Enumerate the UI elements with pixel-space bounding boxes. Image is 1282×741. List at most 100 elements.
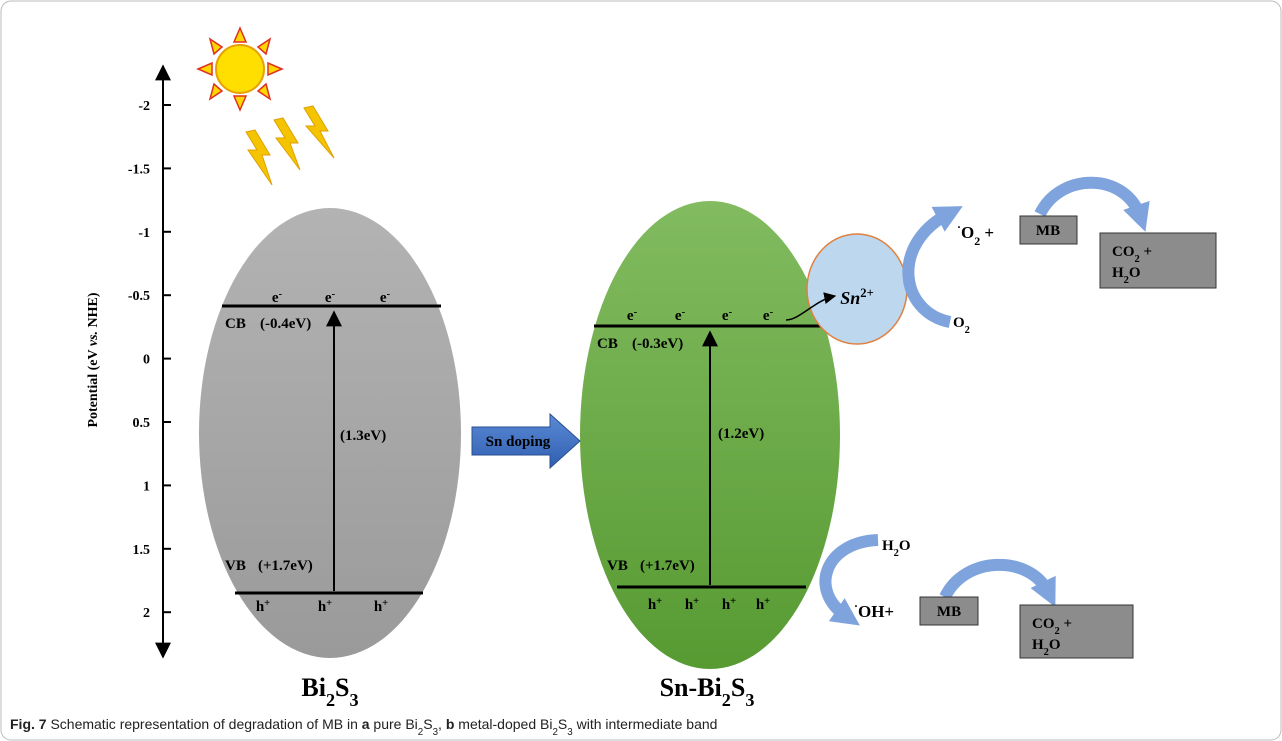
water-label-part: H: [882, 538, 894, 554]
reduction-arrow: [908, 214, 950, 322]
band-gap: (1.2eV): [718, 426, 764, 442]
axis-tick-label-part: 1: [143, 479, 150, 494]
product-label-part: H: [1112, 265, 1124, 281]
caption: Fig. 7 Schematic representation of degra…: [10, 716, 717, 738]
axis-tick-label-part: 2: [143, 606, 150, 621]
product-label-part: H: [1032, 637, 1044, 653]
product-label-part: O: [1049, 637, 1061, 653]
cb-energy-part: (-0.3eV): [632, 336, 683, 352]
hole-label-part: +: [764, 596, 770, 607]
doping-label: Sn doping: [486, 434, 551, 450]
axis-title-part: vs.: [86, 331, 101, 346]
axis-tick-label: -1.5: [128, 162, 150, 177]
hole-label-part: +: [326, 598, 332, 609]
oxygen-label: O2: [953, 315, 970, 336]
water-label-part: O: [899, 538, 911, 554]
vb-label: VB: [225, 558, 246, 574]
particle-name: Bi2S3: [301, 673, 358, 710]
hole-label-part: +: [264, 598, 270, 609]
hole-label-part: +: [656, 596, 662, 607]
axis-title: Potential (eV vs. NHE): [86, 292, 101, 427]
cb-label-part: CB: [225, 316, 246, 332]
intermediate-label-part: 2+: [860, 286, 873, 300]
hydroxyl-label-part: OH+: [858, 602, 894, 621]
axis-tick-label: 0: [143, 353, 150, 368]
electron-label-part: -: [770, 307, 774, 318]
axis-title-part: NHE): [86, 292, 101, 331]
product-label-part: O: [1129, 265, 1141, 281]
vb-label: VB: [607, 558, 628, 574]
oxygen-label-part: 2: [965, 325, 970, 336]
caption-part: Fig. 7: [10, 716, 47, 732]
product-label-part: CO: [1032, 616, 1055, 632]
particle-name-part: 3: [745, 690, 754, 710]
cb-label-part: CB: [597, 336, 618, 352]
axis-tick-label-part: -1: [138, 226, 150, 241]
axis-tick-label: 1: [143, 479, 150, 494]
particle-name-part: 3: [350, 690, 359, 710]
vb-label-part: VB: [607, 558, 628, 574]
cb-energy-part: (-0.4eV): [260, 316, 311, 332]
axis-tick-label-part: -0.5: [128, 289, 150, 304]
caption-part: metal-doped Bi: [454, 716, 552, 732]
superoxide-label-part: +: [980, 223, 994, 242]
vb-energy-part: (+1.7eV): [640, 558, 695, 574]
axis-tick-label: -1: [138, 226, 150, 241]
product-label-part: +: [1140, 244, 1152, 260]
caption-part: pure Bi: [370, 716, 418, 732]
mb-label-part: MB: [1036, 223, 1060, 239]
caption-part: Schematic representation of degradation …: [47, 716, 362, 732]
axis-tick-label: 0.5: [133, 416, 151, 431]
particle-name-part: 2: [722, 690, 731, 710]
light-bolts: [246, 106, 334, 185]
particle-name-part: Sn-Bi: [660, 673, 722, 702]
particle-name: Sn-Bi2S3: [660, 673, 755, 710]
sun-icon: [198, 28, 282, 110]
axis-tick-label-part: 0: [143, 353, 150, 368]
band-gap: (1.3eV): [340, 428, 386, 444]
product-label-part: +: [1060, 616, 1072, 632]
cb-label: CB: [597, 336, 618, 352]
degradation-arrow: [1040, 183, 1140, 216]
mb-label: MB: [937, 604, 961, 620]
axis-tick-label: 1.5: [133, 543, 151, 558]
mb-label: MB: [1036, 223, 1060, 239]
superoxide-label: ·O2 +: [957, 220, 994, 248]
caption-part: with intermediate band: [573, 716, 718, 732]
particle-name-part: Bi: [301, 673, 326, 702]
axis-title-part: Potential (eV: [86, 346, 101, 427]
axis-tick-label-part: -2: [138, 99, 150, 114]
caption-part: ,: [438, 716, 446, 732]
intermediate-label-part: Sn: [840, 288, 860, 308]
caption-part: S: [423, 716, 432, 732]
vb-label-part: VB: [225, 558, 246, 574]
cb-label: CB: [225, 316, 246, 332]
mb-label-part: MB: [937, 604, 961, 620]
cb-energy: (-0.3eV): [632, 336, 683, 352]
superoxide-label-part: O: [961, 223, 974, 242]
particle-name-part: S: [335, 673, 349, 702]
electron-label-part: -: [279, 289, 283, 300]
band-gap-part: (1.3eV): [340, 428, 386, 444]
axis-tick-label-part: 0.5: [133, 416, 151, 431]
electron-label-part: -: [682, 307, 686, 318]
axis-tick-label-part: -1.5: [128, 162, 150, 177]
hole-label-part: +: [382, 598, 388, 609]
hole-label-part: +: [730, 596, 736, 607]
product-label-part: CO: [1112, 244, 1135, 260]
particle-name-part: S: [731, 673, 745, 702]
cb-energy: (-0.4eV): [260, 316, 311, 332]
water-label: H2O: [882, 538, 911, 559]
electron-label-part: -: [729, 307, 733, 318]
doping-label-part: Sn doping: [486, 434, 551, 450]
degradation-arrow: [945, 565, 1048, 597]
electron-label-part: -: [332, 289, 336, 300]
hole-label-part: +: [693, 596, 699, 607]
band-gap-part: (1.2eV): [718, 426, 764, 442]
axis-tick-label: 2: [143, 606, 150, 621]
electron-label-part: -: [387, 289, 391, 300]
hydroxyl-label: ·OH+: [854, 599, 894, 621]
caption-part: b: [446, 716, 455, 732]
caption-part: a: [362, 716, 370, 732]
axis-tick-label: -0.5: [128, 289, 150, 304]
